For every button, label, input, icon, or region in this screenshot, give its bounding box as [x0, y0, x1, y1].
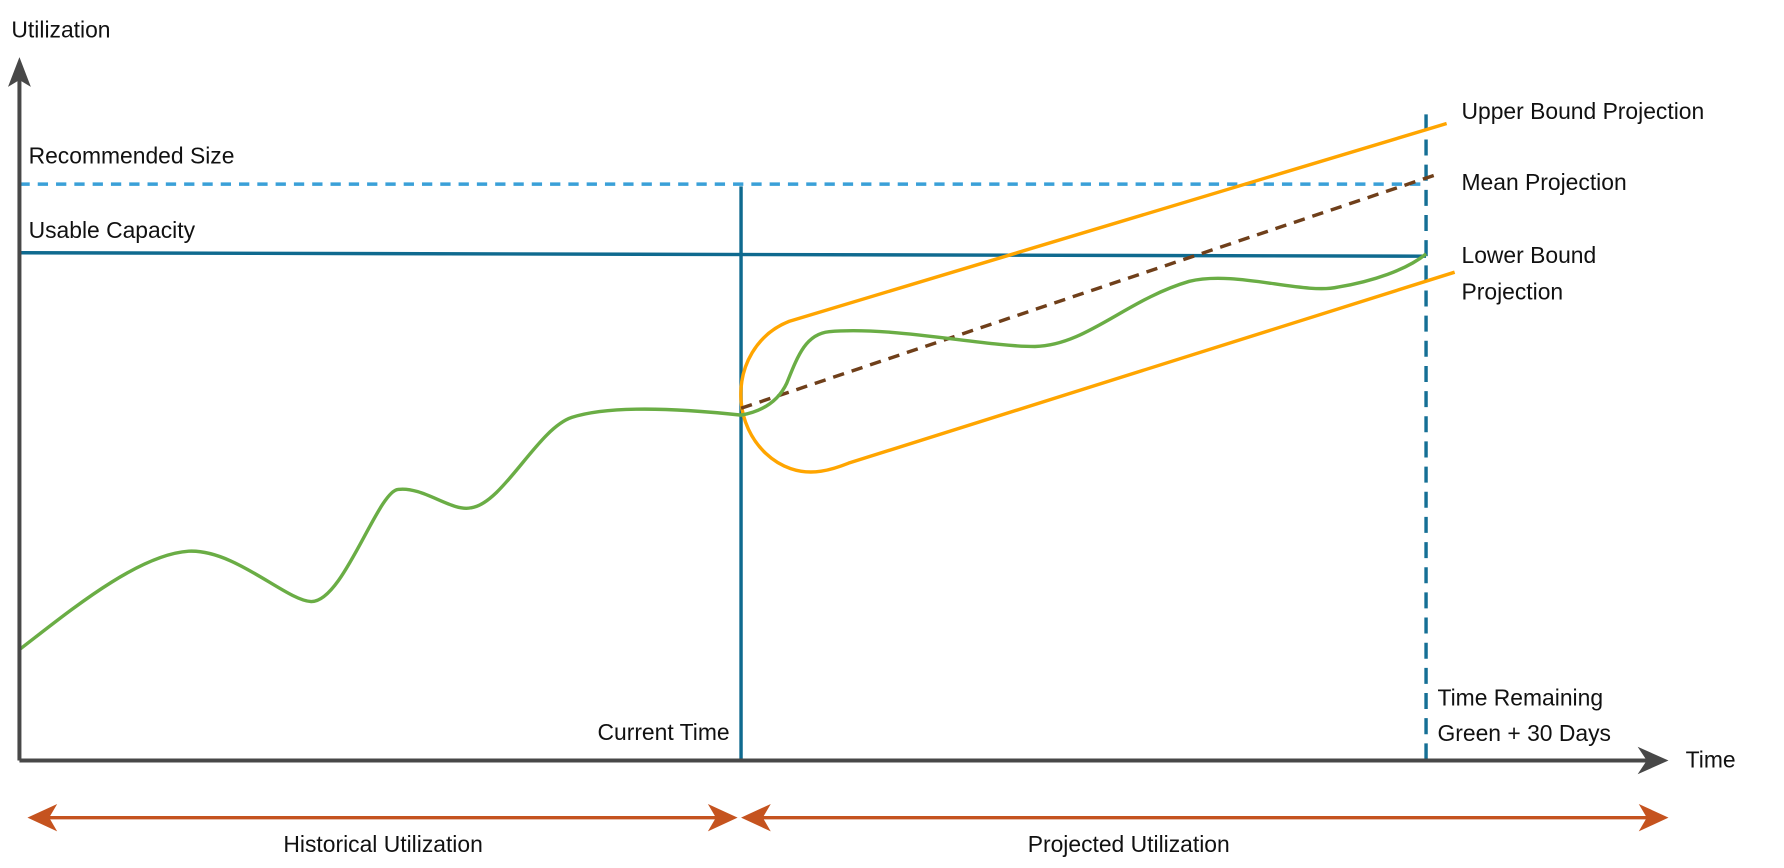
projected-period-arrow — [741, 803, 1669, 832]
lower-projection-label-1: Lower Bound — [1462, 242, 1597, 268]
utilization-curve — [18, 252, 1428, 651]
time-remaining-label-2: Green + 30 Days — [1437, 720, 1610, 746]
x-axis — [19, 746, 1669, 775]
lower-projection-label-2: Projection — [1462, 279, 1564, 305]
usable-capacity-line — [19, 251, 1427, 258]
arrow-right-icon — [1638, 803, 1669, 832]
mean-projection-label: Mean Projection — [1462, 169, 1627, 195]
projection-bounds-envelope — [739, 121, 1456, 474]
upper-projection-label: Upper Bound Projection — [1462, 98, 1705, 124]
mean-projection-line — [740, 172, 1440, 410]
y-axis-label: Utilization — [11, 17, 110, 43]
x-axis-arrow-icon — [1637, 746, 1669, 775]
historical-period-arrow — [27, 803, 738, 832]
usable-capacity-label: Usable Capacity — [29, 217, 196, 243]
arrow-right-icon — [707, 803, 738, 832]
projected-utilization-label: Projected Utilization — [1028, 831, 1230, 857]
arrow-left-icon — [741, 803, 771, 832]
arrow-left-icon — [27, 803, 58, 832]
x-axis-label: Time — [1686, 746, 1736, 772]
current-time-label: Current Time — [597, 719, 729, 745]
recommended-size-label: Recommended Size — [29, 143, 235, 169]
historical-utilization-label: Historical Utilization — [283, 831, 482, 857]
y-axis — [8, 57, 31, 761]
time-remaining-label-1: Time Remaining — [1437, 685, 1603, 711]
y-axis-arrow-icon — [8, 57, 31, 87]
